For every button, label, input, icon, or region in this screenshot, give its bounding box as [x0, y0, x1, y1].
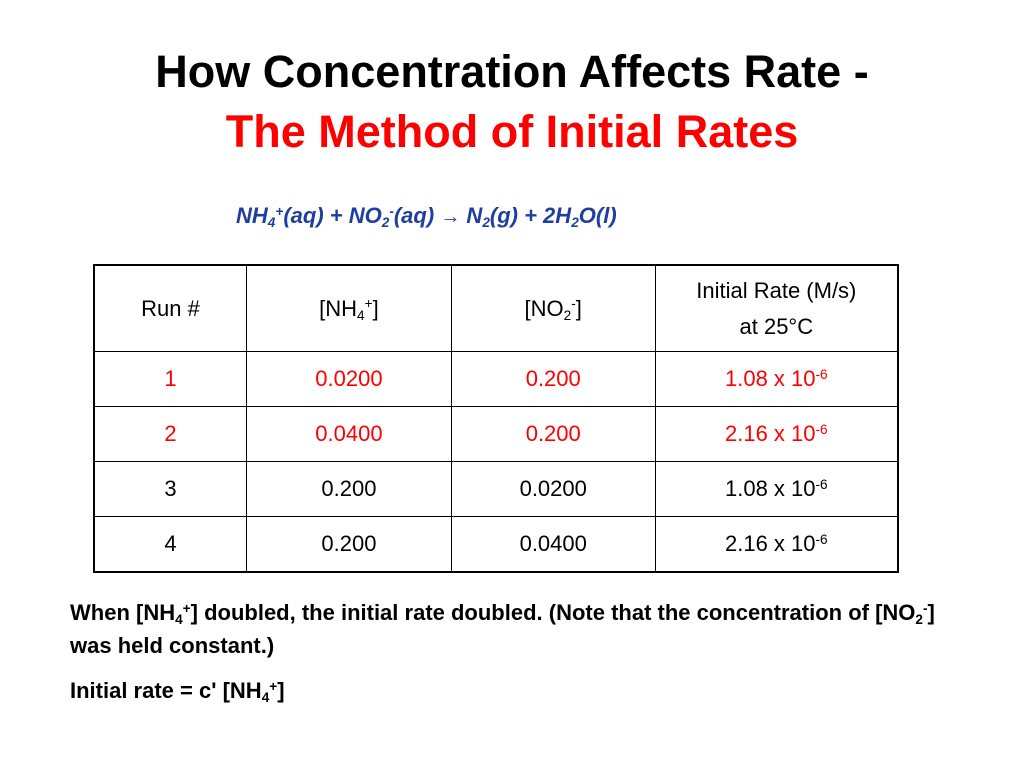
header-rate-line-2: at 25°C	[739, 313, 814, 339]
header-nh4-open: [NH	[319, 295, 358, 321]
cell-nh4: 0.0400	[246, 406, 452, 462]
initial-rates-table: Run # [NH4+] [NO2-] Initial Rate (M/s) at…	[93, 264, 899, 573]
note-observation: When [NH4+] doubled, the initial rate do…	[70, 596, 970, 662]
cell-run: 4	[93, 516, 248, 573]
header-initial-rate: Initial Rate (M/s) at 25°C	[654, 264, 899, 352]
cell-rate: 2.16 x 10-6	[654, 406, 899, 462]
title-line-1: How Concentration Affects Rate -	[155, 46, 869, 97]
note-rate-law: Initial rate = c' [NH4+]	[70, 674, 970, 707]
reactant-1-subscript: 4	[267, 215, 276, 231]
table-header-row: Run # [NH4+] [NO2-] Initial Rate (M/s) at…	[93, 264, 899, 352]
product-2-phase: O(l)	[578, 203, 617, 228]
table-row: 2 0.0400 0.200 2.16 x 10-6	[93, 406, 899, 462]
header-rate-line-1: Initial Rate (M/s)	[696, 277, 857, 303]
cell-run: 2	[93, 406, 248, 462]
cell-nh4: 0.200	[246, 461, 452, 517]
cell-no2: 0.0200	[450, 461, 656, 517]
cell-no2: 0.200	[450, 351, 656, 407]
rate-exponent: -6	[815, 531, 828, 547]
note-text-segment: ] doubled, the initial rate doubled. (No…	[190, 600, 916, 625]
rate-law-subscript: 4	[261, 690, 270, 706]
header-nh4-subscript: 4	[357, 307, 365, 323]
cell-nh4: 0.0200	[246, 351, 452, 407]
header-no2-close: ]	[575, 295, 582, 321]
header-no2-open: [NO	[524, 295, 564, 321]
note-charge: -	[922, 600, 928, 616]
reaction-arrow-icon: →	[440, 206, 461, 228]
product-1-symbol: N	[460, 203, 483, 228]
cell-rate: 1.08 x 10-6	[654, 351, 899, 407]
cell-run: 1	[93, 351, 248, 407]
reactant-2-subscript: 2	[381, 215, 390, 231]
product-2-subscript: 2	[571, 215, 579, 231]
rate-law-close: ]	[277, 678, 285, 703]
product-1-subscript: 2	[482, 215, 490, 231]
rate-exponent: -6	[815, 476, 828, 492]
note-subscript: 4	[175, 612, 183, 628]
cell-rate: 1.08 x 10-6	[654, 461, 899, 517]
explanation-notes: When [NH4+] doubled, the initial rate do…	[70, 596, 970, 707]
rate-mantissa: 2.16 x 10	[725, 421, 816, 446]
cell-rate: 2.16 x 10-6	[654, 516, 899, 573]
reactant-2-charge: -	[389, 203, 394, 219]
header-run: Run #	[93, 264, 248, 352]
title-line-2: The Method of Initial Rates	[225, 106, 799, 157]
rate-law-text: Initial rate = c' [NH	[70, 678, 262, 703]
table-row: 3 0.200 0.0200 1.08 x 10-6	[93, 461, 899, 517]
reactant-2-phase: (aq)	[393, 203, 441, 228]
reactant-1-symbol: NH	[236, 203, 268, 228]
rate-mantissa: 1.08 x 10	[725, 366, 816, 391]
table-row: 4 0.200 0.0400 2.16 x 10-6	[93, 516, 899, 573]
cell-run: 3	[93, 461, 248, 517]
cell-no2: 0.200	[450, 406, 656, 462]
note-text-segment: When [NH	[70, 600, 176, 625]
header-nh4-close: ]	[372, 295, 379, 321]
reactant-1-charge: +	[275, 203, 284, 219]
rate-exponent: -6	[815, 366, 828, 382]
header-nh4-charge: +	[364, 296, 373, 311]
cell-nh4: 0.200	[246, 516, 452, 573]
product-1-phase: (g) + 2H	[489, 203, 572, 228]
header-nh4: [NH4+]	[246, 264, 452, 352]
header-no2-subscript: 2	[563, 307, 572, 323]
rate-mantissa: 2.16 x 10	[725, 531, 816, 556]
note-charge: +	[182, 600, 191, 616]
rate-exponent: -6	[815, 421, 828, 437]
cell-no2: 0.0400	[450, 516, 656, 573]
header-no2: [NO2-]	[450, 264, 656, 352]
rate-mantissa: 1.08 x 10	[725, 476, 816, 501]
rate-law-charge: +	[269, 678, 278, 694]
reactant-1-phase: (aq) + NO	[283, 203, 382, 228]
header-no2-charge: -	[571, 296, 576, 311]
reaction-equation: NH4+(aq) + NO2-(aq) → N2(g) + 2H2O(l)	[236, 203, 617, 229]
note-text-segment: ] was held constant.)	[70, 600, 935, 658]
table-row: 1 0.0200 0.200 1.08 x 10-6	[93, 351, 899, 407]
slide-title: How Concentration Affects Rate - The Met…	[0, 42, 1024, 162]
note-subscript: 2	[915, 612, 923, 628]
